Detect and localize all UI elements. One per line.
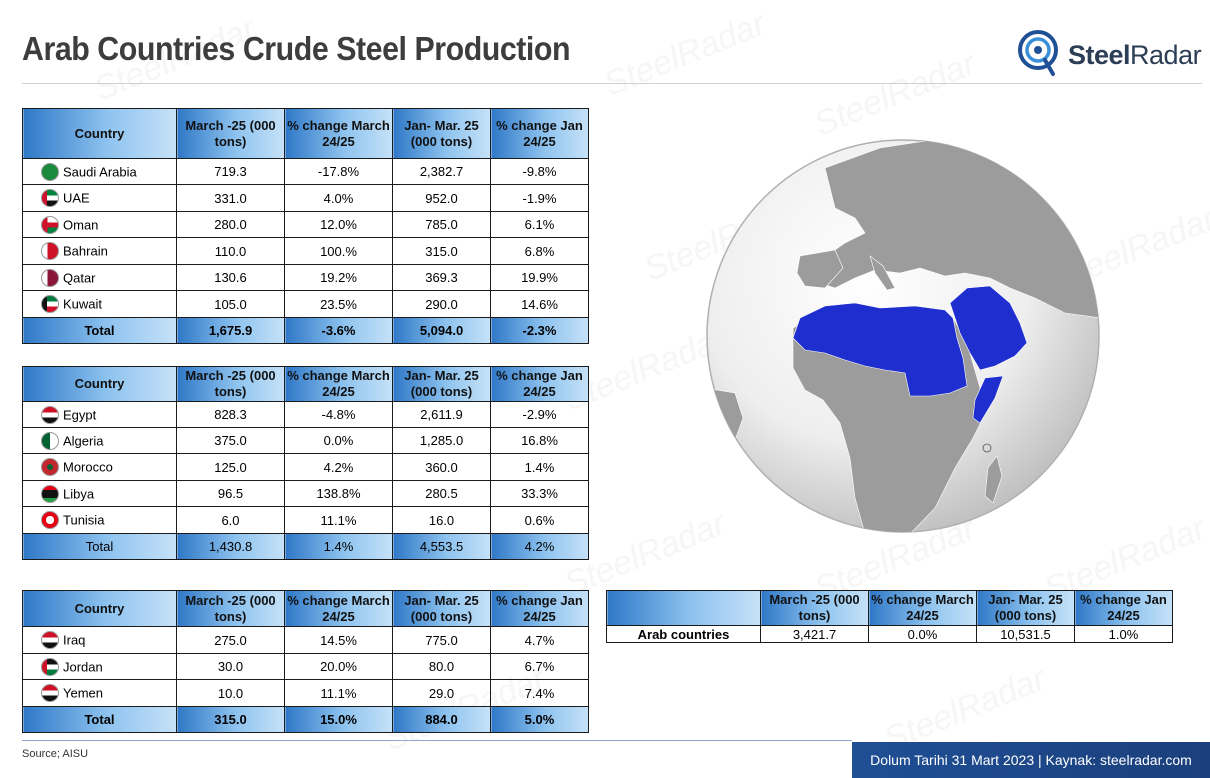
table-row: UAE 331.0 4.0% 952.0 -1.9% xyxy=(22,184,589,212)
table-row: Egypt 828.3 -4.8% 2,611.9 -2.9% xyxy=(22,401,589,428)
header-janmar: Jan- Mar. 25 (000 tons) xyxy=(976,590,1075,626)
table-row: Libya 96.5 138.8% 280.5 33.3% xyxy=(22,480,589,507)
saudi-flag-icon xyxy=(41,162,59,181)
watermark: SteelRadar xyxy=(808,44,981,144)
table-row: Morocco 125.0 4.2% 360.0 1.4% xyxy=(22,453,589,481)
tunisia-flag-icon xyxy=(41,511,59,529)
oman-flag-icon xyxy=(41,215,59,234)
libya-flag-icon xyxy=(41,484,59,503)
table-row: Bahrain 110.0 100.% 315.0 6.8% xyxy=(22,237,589,265)
header-pct-march: % change March 24/25 xyxy=(868,590,977,626)
header-pct-march: % change March 24/25 xyxy=(284,590,393,627)
header-pct-jan: % change Jan 24/25 xyxy=(1074,590,1173,626)
radar-icon xyxy=(1018,30,1058,76)
total-row: Total 315.0 15.0% 884.0 5.0% xyxy=(22,706,589,733)
uae-flag-icon xyxy=(41,189,59,207)
header-country: Country xyxy=(22,108,177,159)
footer-divider xyxy=(22,740,852,741)
table-row: Tunisia 6.0 11.1% 16.0 0.6% xyxy=(22,506,589,534)
table-arab-summary: March -25 (000 tons) % change March 24/2… xyxy=(606,590,1173,643)
steelradar-logo: SteelRadar xyxy=(1017,30,1202,78)
source-note: Source; AISU xyxy=(22,748,89,760)
table-row: Algeria 375.0 0.0% 1,285.0 16.8% xyxy=(22,427,589,454)
table-row: Kuwait 105.0 23.5% 290.0 14.6% xyxy=(22,290,589,318)
table-north-africa: Country March -25 (000 tons) % change Ma… xyxy=(22,366,589,560)
page-title: Arab Countries Crude Steel Production xyxy=(22,30,571,67)
arab-region-highlight xyxy=(792,285,1028,424)
morocco-flag-icon xyxy=(41,458,59,476)
header-march: March -25 (000 tons) xyxy=(760,590,869,626)
table-levant: Country March -25 (000 tons) % change Ma… xyxy=(22,590,589,733)
header-janmar: Jan- Mar. 25 (000 tons) xyxy=(392,590,491,627)
watermark: SteelRadar xyxy=(598,4,771,104)
table-row: Saudi Arabia 719.3 -17.8% 2,382.7 -9.8% xyxy=(22,158,589,185)
globe-map xyxy=(706,139,1100,533)
table-gulf: Country March -25 (000 tons) % change Ma… xyxy=(22,108,589,344)
header-country: Country xyxy=(22,590,177,627)
table-row: Oman 280.0 12.0% 785.0 6.1% xyxy=(22,211,589,238)
logo-brand-rest: Radar xyxy=(1130,40,1202,70)
header-pct-march: % change March 24/25 xyxy=(284,366,393,402)
kuwait-flag-icon xyxy=(41,295,59,313)
yemen-flag-icon xyxy=(41,684,59,702)
header-country: Country xyxy=(22,366,177,402)
summary-row: Arab countries 3,421.7 0.0% 10,531.5 1.0% xyxy=(606,625,1173,643)
header-pct-march: % change March 24/25 xyxy=(284,108,393,159)
header-janmar: Jan- Mar. 25 (000 tons) xyxy=(392,108,491,159)
header-janmar: Jan- Mar. 25 (000 tons) xyxy=(392,366,491,402)
header-march: March -25 (000 tons) xyxy=(176,366,285,402)
bahrain-flag-icon xyxy=(41,242,59,260)
algeria-flag-icon xyxy=(41,431,59,450)
header-blank xyxy=(606,590,761,626)
header-pct-jan: % change Jan 24/25 xyxy=(490,590,589,627)
table-row: Yemen 10.0 11.1% 29.0 7.4% xyxy=(22,679,589,707)
table-row: Iraq 275.0 14.5% 775.0 4.7% xyxy=(22,626,589,654)
table-row: Qatar 130.6 19.2% 369.3 19.9% xyxy=(22,264,589,291)
header-march: March -25 (000 tons) xyxy=(176,108,285,159)
table-row: Jordan 30.0 20.0% 80.0 6.7% xyxy=(22,653,589,680)
qatar-flag-icon xyxy=(41,268,59,287)
title-divider xyxy=(22,83,1202,84)
header-pct-jan: % change Jan 24/25 xyxy=(490,366,589,402)
footer-banner: Dolum Tarihi 31 Mart 2023 | Kaynak: stee… xyxy=(852,742,1210,778)
header-march: March -25 (000 tons) xyxy=(176,590,285,627)
total-row: Total 1,430.8 1.4% 4,553.5 4.2% xyxy=(22,533,589,560)
jordan-flag-icon xyxy=(41,657,59,676)
egypt-flag-icon xyxy=(41,405,59,424)
logo-brand-bold: Steel xyxy=(1068,40,1131,70)
header-pct-jan: % change Jan 24/25 xyxy=(490,108,589,159)
total-row: Total 1,675.9 -3.6% 5,094.0 -2.3% xyxy=(22,317,589,344)
iraq-flag-icon xyxy=(41,631,59,649)
